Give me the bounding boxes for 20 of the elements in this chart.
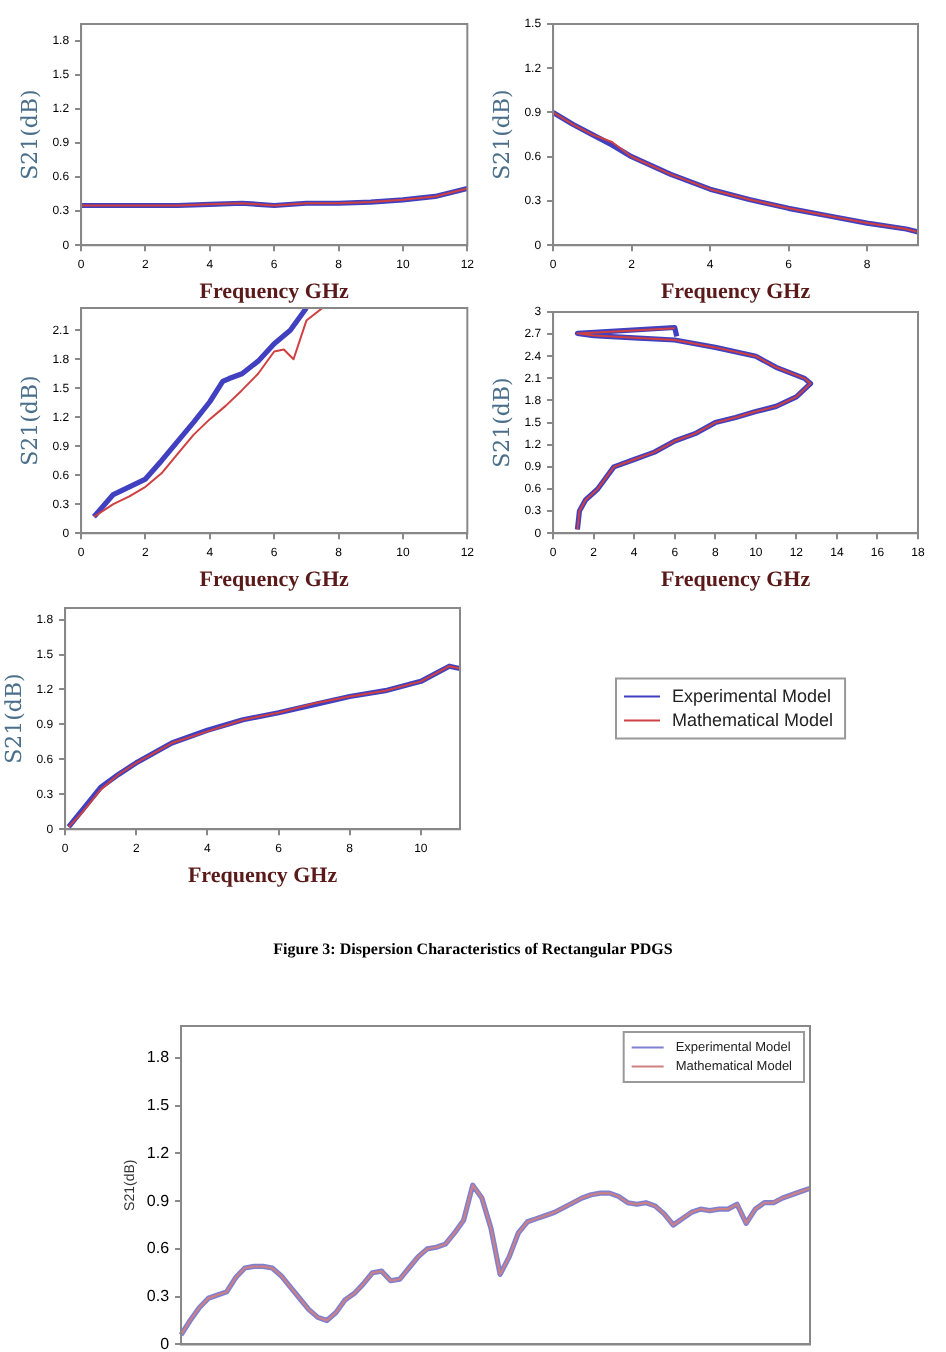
y-tick-label: 1.5 bbox=[146, 1096, 171, 1115]
y-tick-label: 0.6 bbox=[146, 1239, 171, 1258]
x-axis-title: Frequency GHz bbox=[199, 568, 350, 593]
legend-label: Experimental Model bbox=[672, 685, 832, 706]
y-axis-title: S21(dB) bbox=[0, 673, 27, 764]
y-tick-label: 0.3 bbox=[146, 1287, 171, 1306]
y-axis-title: S21(dB) bbox=[16, 89, 43, 180]
y-tick-label: 1.2 bbox=[146, 1143, 171, 1162]
x-axis-title: Frequency GHz bbox=[187, 864, 338, 889]
caption: Figure 3: Dispersion Characteristics of Rectangular PDGS bbox=[271, 940, 675, 958]
y-tick-label: 1.8 bbox=[146, 1048, 171, 1067]
y-axis-title: S21(dB) bbox=[16, 375, 43, 466]
y-axis-title: S21(dB) bbox=[488, 377, 515, 468]
x-axis-title: Frequency GHz bbox=[660, 568, 811, 593]
y-tick-label: 0.9 bbox=[146, 1191, 171, 1210]
x-axis-title: Frequency GHz bbox=[660, 280, 811, 305]
legend-label: Mathematical Model bbox=[672, 709, 834, 730]
y-axis-title: S21(dB) bbox=[488, 89, 515, 180]
y-tick-label: 0 bbox=[160, 1334, 171, 1352]
x-axis-title: Frequency GHz bbox=[199, 280, 350, 305]
